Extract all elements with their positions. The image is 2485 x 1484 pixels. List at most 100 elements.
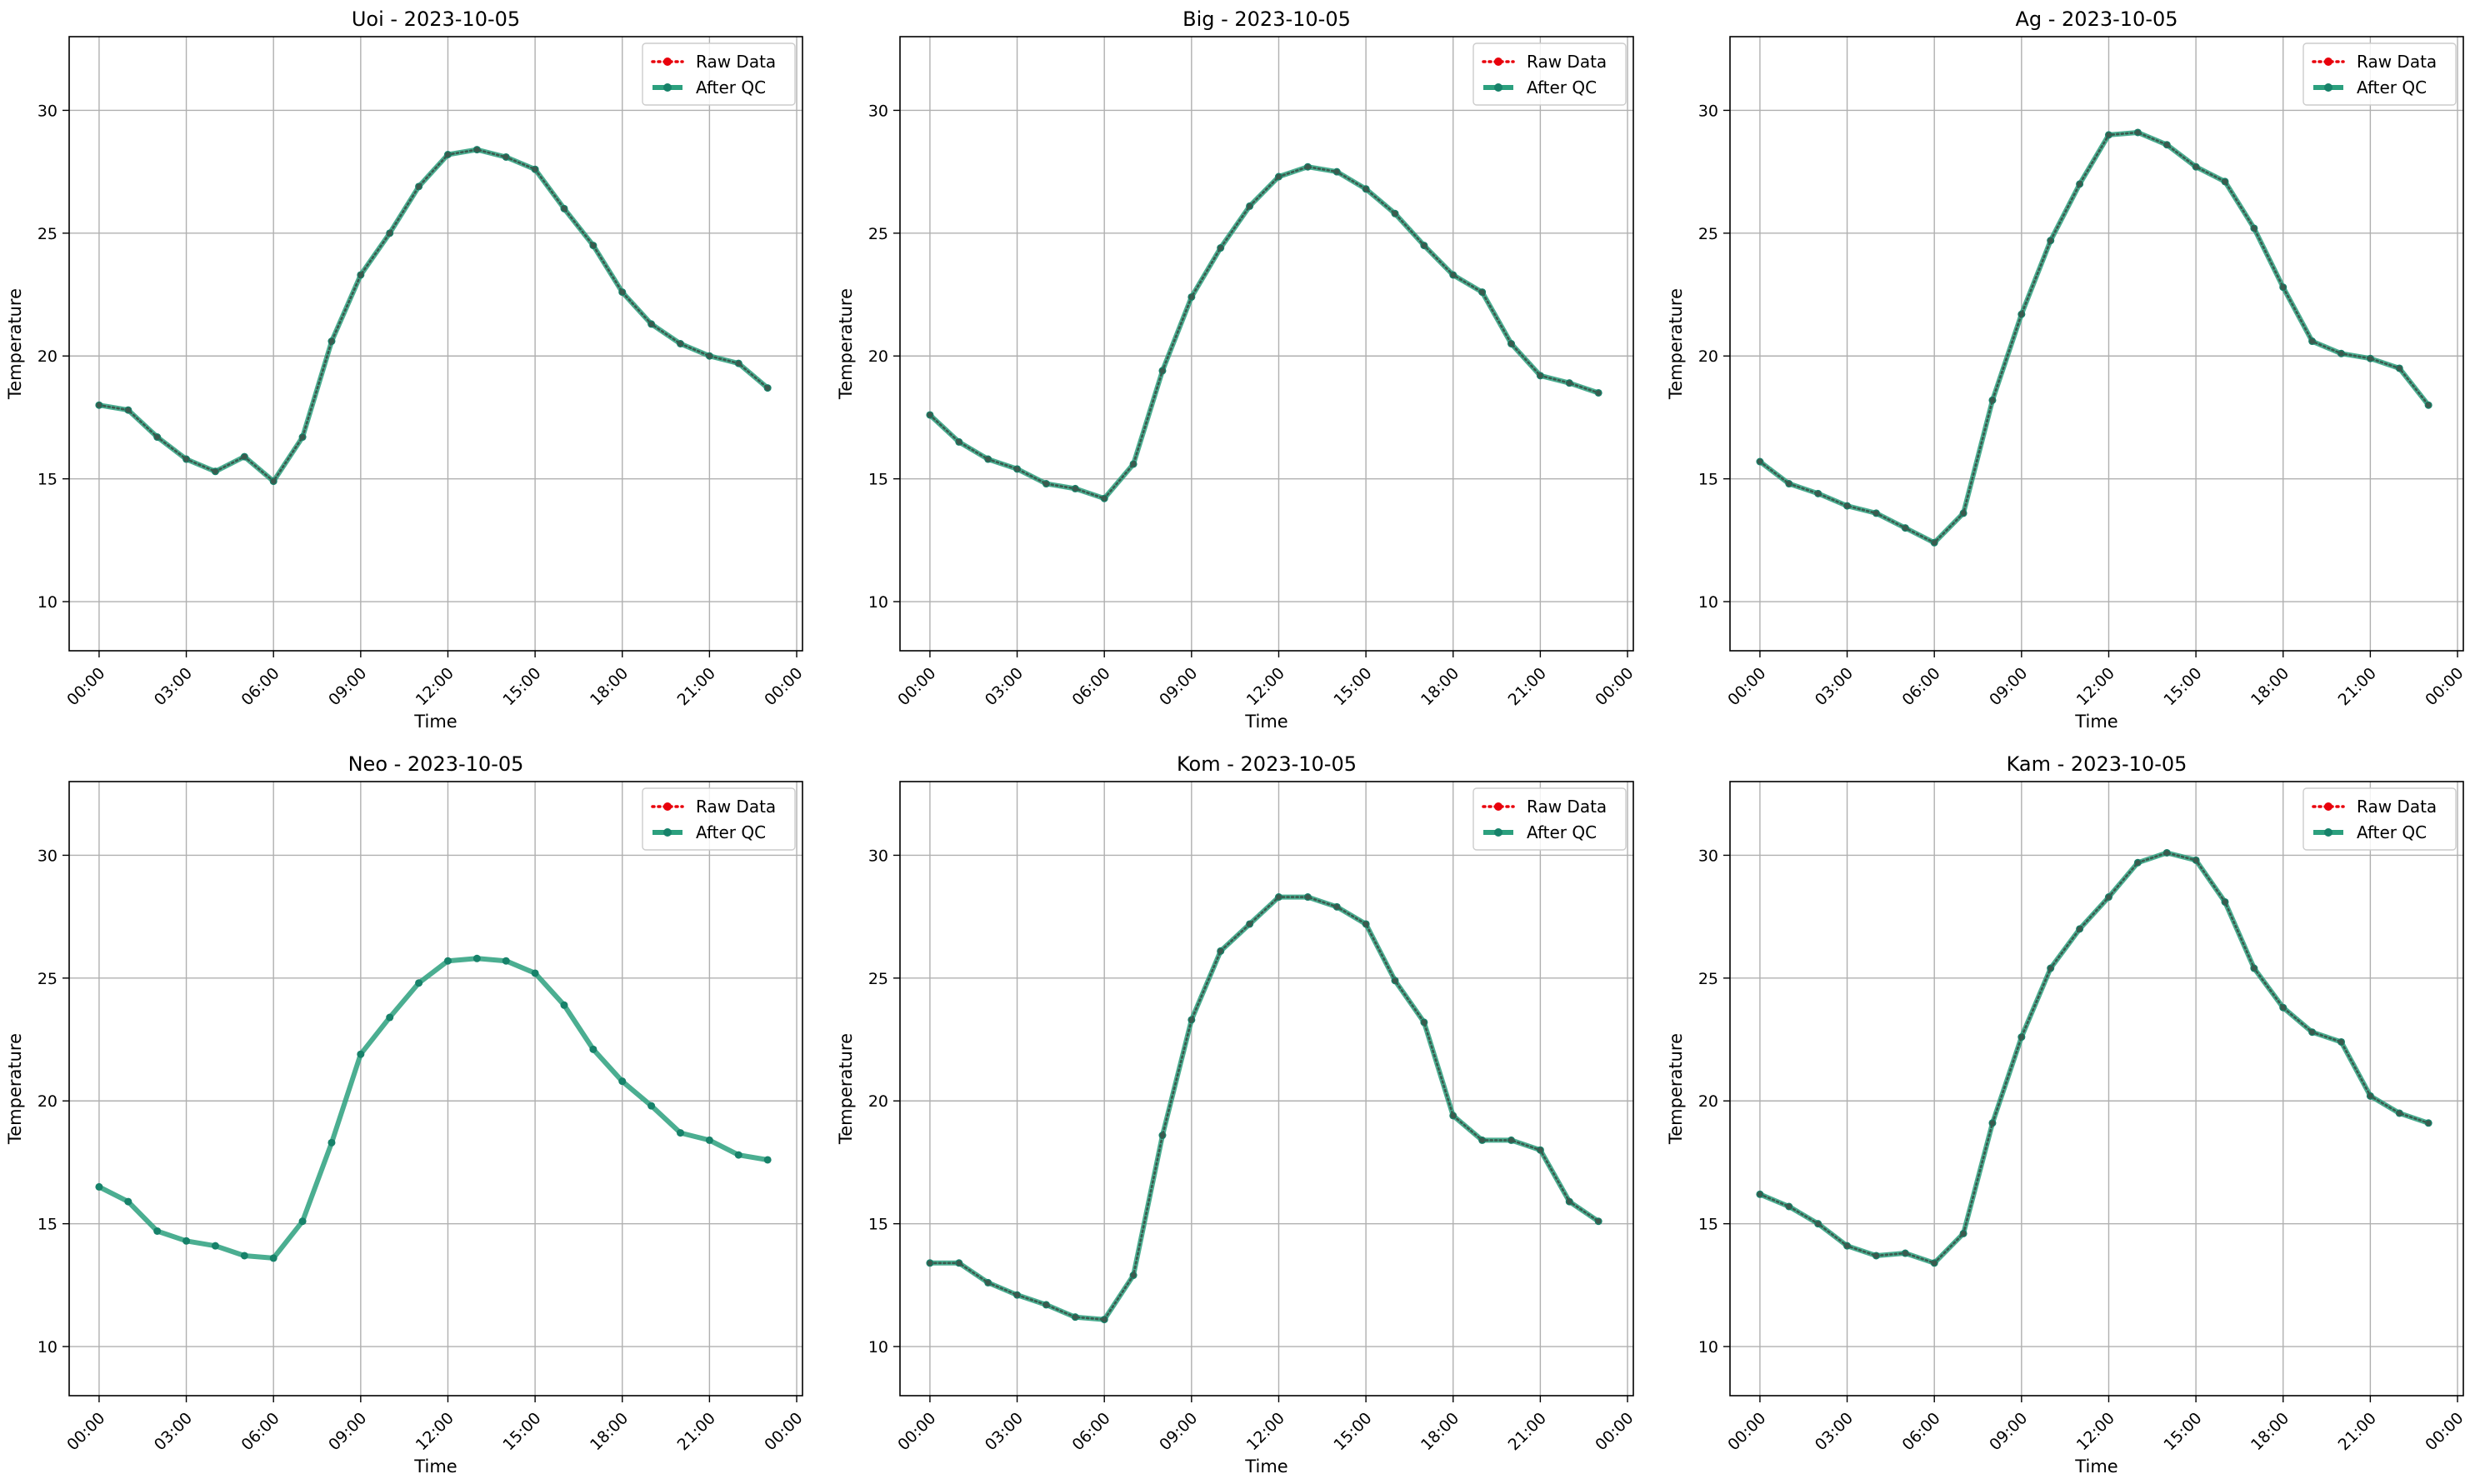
after-qc-point: [415, 979, 423, 987]
y-tick-label: 10: [1698, 593, 1718, 612]
x-tick-label: 21:00: [1505, 664, 1550, 709]
y-tick-label: 30: [38, 847, 58, 865]
raw-data-point: [1305, 164, 1311, 170]
raw-data-point: [1043, 1302, 1049, 1308]
raw-data-point: [2425, 1120, 2432, 1126]
x-tick-label: 06:00: [238, 664, 282, 709]
y-tick-label: 15: [38, 1216, 58, 1234]
x-tick-label: 00:00: [894, 664, 939, 709]
x-tick-label: 09:00: [1986, 1409, 2031, 1454]
raw-data-point: [1334, 904, 1340, 910]
x-tick-label: 18:00: [1418, 664, 1462, 709]
y-tick-label: 25: [1698, 225, 1718, 243]
after-qc-point: [124, 1197, 132, 1206]
x-tick-label: 18:00: [2248, 664, 2292, 709]
y-tick-label: 25: [38, 970, 58, 988]
raw-data-point: [183, 456, 189, 462]
raw-data-point: [2309, 338, 2315, 344]
after-qc-line: [1757, 130, 2432, 546]
raw-data-point: [1595, 390, 1602, 396]
subplot-title: Kom - 2023-10-05: [1177, 752, 1357, 776]
axes-frame: [68, 781, 803, 1397]
axes-frame: [1729, 781, 2464, 1397]
raw-data-point: [1450, 1112, 1456, 1119]
raw-data-point: [1815, 491, 1821, 497]
x-tick-label: 06:00: [238, 1409, 282, 1454]
x-tick-label: 03:00: [151, 664, 196, 709]
raw-data-point: [387, 230, 392, 237]
subplot-title: Kam - 2023-10-05: [2007, 752, 2188, 776]
raw-data-point: [2280, 1005, 2286, 1011]
x-tick-label: 09:00: [1156, 1409, 1201, 1454]
x-tick-label: 06:00: [1068, 1409, 1113, 1454]
legend-qc-label: After QC: [2357, 77, 2427, 97]
after-qc-point: [705, 1136, 713, 1144]
raw-data-point: [1538, 1147, 1543, 1153]
after-qc-point: [182, 1237, 191, 1245]
raw-data-point: [1247, 203, 1252, 209]
raw-data-point: [927, 1260, 933, 1267]
legend-qc-marker: [1494, 83, 1502, 92]
x-tick-label: 00:00: [2422, 1409, 2467, 1454]
y-axis-label: Temperature: [1666, 288, 1686, 400]
x-axis-label: Time: [1244, 1457, 1288, 1477]
after-qc-point: [560, 1001, 568, 1009]
y-tick-label: 30: [38, 102, 58, 120]
y-tick-label: 15: [1698, 471, 1718, 489]
raw-data-point: [503, 154, 509, 160]
raw-data-point: [1989, 397, 1996, 403]
raw-data-point: [1757, 458, 1763, 465]
y-tick-label: 10: [38, 593, 58, 612]
raw-data-point: [1567, 380, 1572, 386]
raw-data-point: [1479, 289, 1485, 295]
raw-data-point: [2251, 965, 2258, 972]
raw-data-point: [1159, 367, 1166, 374]
y-tick-label: 20: [1698, 1092, 1718, 1111]
raw-data-line: [928, 896, 1600, 1321]
legend-raw-marker: [2324, 802, 2332, 811]
legend-qc-marker: [663, 83, 672, 92]
x-tick-label: 03:00: [151, 1409, 196, 1454]
x-tick-label: 12:00: [1243, 1409, 1288, 1454]
after-qc-point: [240, 1252, 248, 1260]
x-tick-label: 15:00: [2160, 664, 2205, 709]
y-axis-label: Temperature: [836, 1033, 856, 1145]
x-tick-label: 21:00: [2335, 1409, 2380, 1454]
x-tick-label: 09:00: [1986, 664, 2031, 709]
subplot-title: Big - 2023-10-05: [1182, 7, 1351, 31]
axes-frame: [68, 36, 803, 652]
raw-data-point: [1305, 894, 1311, 900]
y-tick-label: 10: [868, 1338, 888, 1357]
raw-data-point: [1421, 1019, 1428, 1026]
after-qc-point: [677, 1129, 685, 1137]
subplot-4: 10 15 20 25 30 00:00 03:00 06:00 09:00 12:00 15:00…: [5, 752, 807, 1477]
raw-data-point: [212, 468, 218, 474]
raw-data-point: [1873, 1252, 1879, 1259]
raw-data-point: [1844, 1242, 1850, 1249]
raw-data-point: [2048, 965, 2053, 972]
raw-data-point: [2048, 237, 2053, 243]
after-qc-point: [531, 969, 539, 977]
y-tick-label: 30: [1698, 847, 1718, 865]
legend-raw-label: Raw Data: [696, 797, 776, 817]
raw-data-point: [561, 206, 568, 212]
raw-data-point: [1188, 1017, 1195, 1023]
y-axis-label: Temperature: [1666, 1033, 1686, 1145]
raw-data-point: [1072, 486, 1078, 492]
x-tick-label: 06:00: [1898, 1409, 1943, 1454]
raw-data-point: [242, 453, 248, 460]
legend-raw-label: Raw Data: [2357, 797, 2437, 817]
raw-data-point: [2018, 311, 2025, 317]
x-tick-label: 00:00: [1724, 664, 1769, 709]
x-tick-label: 21:00: [1505, 1409, 1550, 1454]
raw-data-point: [1786, 1203, 1792, 1210]
x-tick-label: 18:00: [2248, 1409, 2292, 1454]
y-tick-label: 15: [868, 471, 888, 489]
raw-data-point: [927, 412, 933, 418]
raw-data-point: [1276, 173, 1282, 180]
after-qc-point: [472, 954, 481, 962]
raw-data-point: [985, 456, 991, 462]
x-tick-label: 00:00: [894, 1409, 939, 1454]
legend-qc-marker: [1494, 828, 1502, 837]
